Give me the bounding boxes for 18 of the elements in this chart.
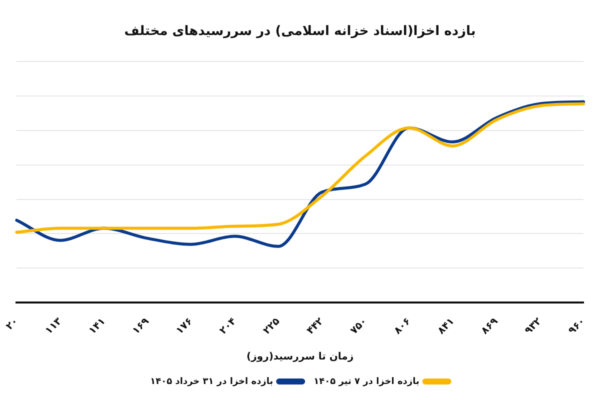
x-tick-label: ۱۱۳ [43, 316, 64, 337]
x-tick-label: ۸۴۱ [436, 316, 457, 337]
x-tick-label: ۷۵۰ [348, 316, 370, 337]
x-tick-label: ۹۳۲ [523, 316, 544, 337]
x-tick-label: ۲۰ [4, 316, 21, 332]
x-axis-title: زمان تا سررسید(روز) [246, 352, 354, 363]
x-tick-label: ۱۶۹ [130, 316, 152, 337]
x-tick-label: ۱۷۶ [174, 316, 196, 337]
x-tick-label: ۸۰۶ [392, 316, 414, 337]
chart-title: بازده اخزا(اسناد خزانه اسلامی) در سررسیدهای مختلف [124, 24, 476, 40]
legend-label: بازده اخزا در ۷ تیر ۱۴۰۵ [314, 376, 420, 387]
legend-label: بازده اخزا در ۳۱ خرداد ۱۴۰۵ [150, 376, 274, 387]
x-tick-label: ۹۶۰ [566, 316, 588, 337]
x-tick-label: ۱۴۱ [87, 316, 108, 337]
x-tick-label: ۲۲۵ [262, 316, 282, 337]
x-tick-label: ۲۰۴ [218, 316, 239, 337]
x-tick-label: ۴۴۲ [305, 316, 326, 337]
x-tick-label: ۸۶۹ [480, 316, 500, 337]
